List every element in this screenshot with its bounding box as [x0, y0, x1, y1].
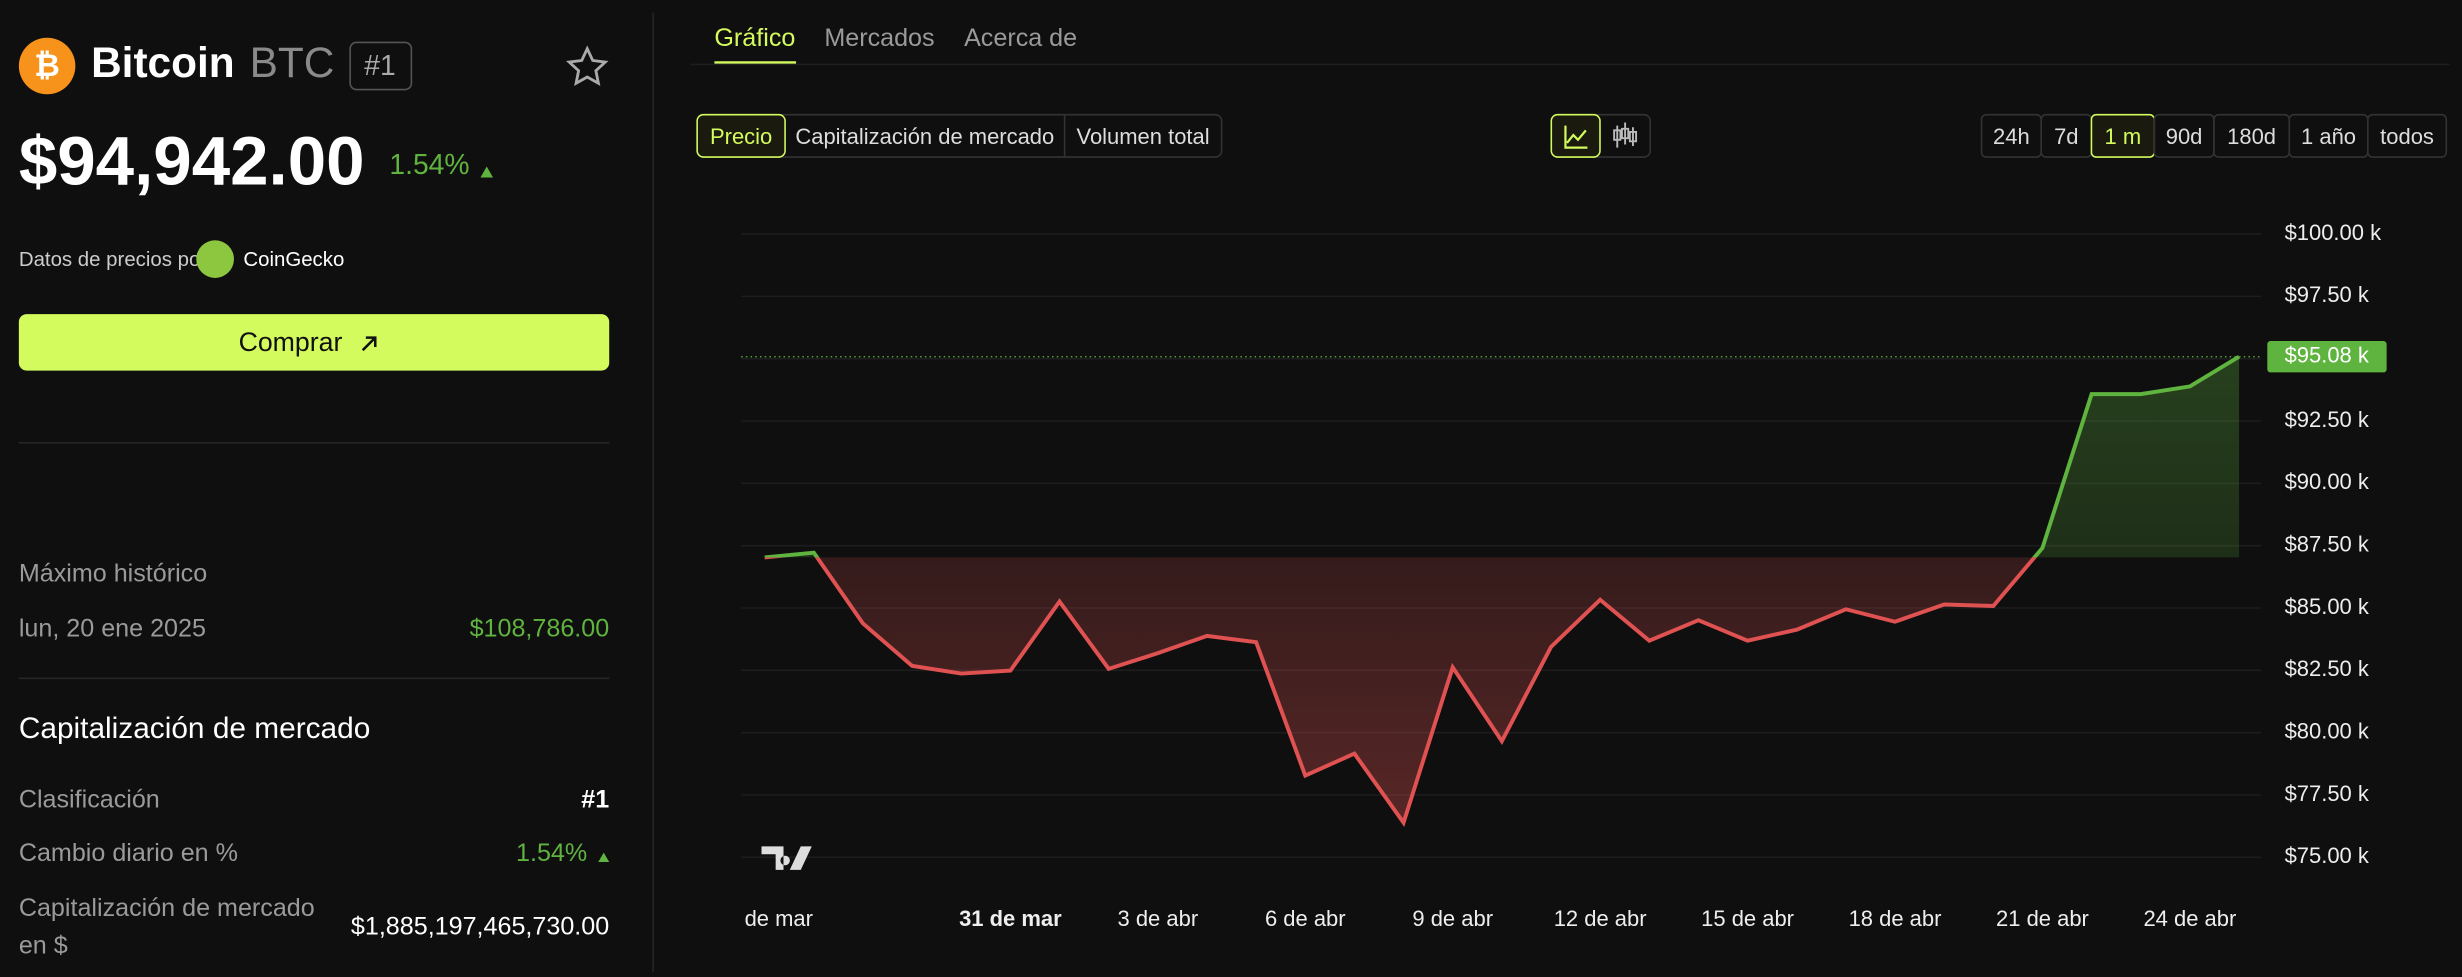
range-label: 24h — [1993, 124, 2030, 149]
area-down — [764, 557, 2240, 823]
range-label: 7d — [2054, 124, 2078, 149]
buy-button[interactable] — [18, 314, 610, 371]
x-tick-label: 21 de abr — [1996, 906, 2089, 931]
x-tick-label: 24 de abr — [2143, 906, 2236, 931]
row-label: Clasificación — [19, 785, 160, 813]
row-value: 1.54% — [516, 839, 587, 867]
row-label: Capitalización de mercado — [19, 894, 315, 922]
area-up — [764, 356, 2240, 558]
y-tick-label: $80.00 k — [2285, 718, 2370, 743]
line-icon — [1564, 125, 1588, 149]
last-price-label: $95.08 k — [2285, 343, 2370, 368]
price-change: 1.54% — [389, 148, 469, 180]
ath-label: Máximo histórico — [19, 559, 207, 587]
up-arrow — [598, 852, 610, 863]
up-arrow — [480, 166, 494, 178]
favorite-star[interactable] — [565, 45, 609, 86]
line-chart-button[interactable] — [1550, 113, 1601, 158]
range-group: 24h 7d 1 m 90d 180d 1 año todos — [1980, 113, 2448, 158]
x-tick-label: 31 de mar — [959, 906, 1062, 931]
rank: #1 — [364, 49, 395, 81]
tab[interactable]: Mercados — [824, 24, 934, 52]
y-tick-label: $75.00 k — [2285, 843, 2370, 868]
buy-label: Comprar — [239, 327, 343, 357]
row-value: #1 — [581, 785, 609, 813]
tab[interactable]: Acerca de — [964, 24, 1077, 52]
tab[interactable]: Gráfico — [714, 24, 795, 52]
x-tick-label: 6 de abr — [1265, 906, 1346, 931]
row-value: $1,885,197,465,730.00 — [351, 913, 609, 941]
candle-chart-button[interactable] — [1613, 122, 1638, 148]
line-down — [764, 557, 2038, 828]
range-label: 1 m — [2105, 124, 2142, 149]
y-tick-label: $77.50 k — [2285, 781, 2370, 806]
ath-date: lun, 20 ene 2025 — [19, 614, 206, 642]
y-tick-label: $87.50 k — [2285, 532, 2370, 557]
metric-button[interactable]: Precio — [710, 124, 772, 149]
x-tick-label: 9 de abr — [1412, 906, 1493, 931]
chart: $75.00 k $77.50 k $80.00 k $82.50 k $85.00 k… — [741, 220, 2387, 931]
coin-name: Bitcoin — [91, 39, 235, 86]
y-tick-label: $97.50 k — [2285, 282, 2370, 307]
rank-badge — [349, 41, 413, 91]
tradingview-logo — [761, 846, 812, 870]
coin-symbol: BTC — [250, 39, 335, 86]
range-label: 90d — [2166, 124, 2203, 149]
metric-button[interactable]: Volumen total — [1077, 124, 1210, 149]
range-label: 180d — [2227, 124, 2276, 149]
coin-icon — [18, 37, 76, 95]
x-tick-label: 18 de abr — [1849, 906, 1942, 931]
metric-button[interactable]: Capitalización de mercado — [795, 124, 1054, 149]
x-tick-label: 15 de abr — [1701, 906, 1794, 931]
ath-value: $108,786.00 — [470, 614, 610, 642]
coingecko-logo — [196, 240, 234, 278]
source-prefix: Datos de precios por — [19, 249, 207, 271]
y-tick-label: $90.00 k — [2285, 469, 2370, 494]
section-title: Capitalización de mercado — [19, 712, 371, 745]
metric-active — [696, 113, 786, 158]
source: CoinGecko — [243, 249, 344, 271]
x-tick-label: de mar — [745, 906, 813, 931]
row-label: Cambio diario en % — [19, 839, 238, 867]
range-button[interactable] — [2367, 113, 2448, 158]
range-label: todos — [2380, 124, 2434, 149]
x-tick-label: 12 de abr — [1554, 906, 1647, 931]
row-label: en $ — [19, 931, 68, 959]
last-price-box — [2267, 341, 2387, 373]
price: $94,942.00 — [19, 122, 365, 200]
y-tick-label: $82.50 k — [2285, 656, 2370, 681]
range-label: 1 año — [2301, 124, 2356, 149]
y-tick-label: $92.50 k — [2285, 407, 2370, 432]
coin-icon-glyph: ₿ — [34, 48, 60, 83]
x-tick-label: 3 de abr — [1118, 906, 1199, 931]
y-tick-label: $85.00 k — [2285, 594, 2370, 619]
y-tick-label: $100.00 k — [2285, 220, 2383, 245]
buy-arrow — [361, 336, 377, 352]
